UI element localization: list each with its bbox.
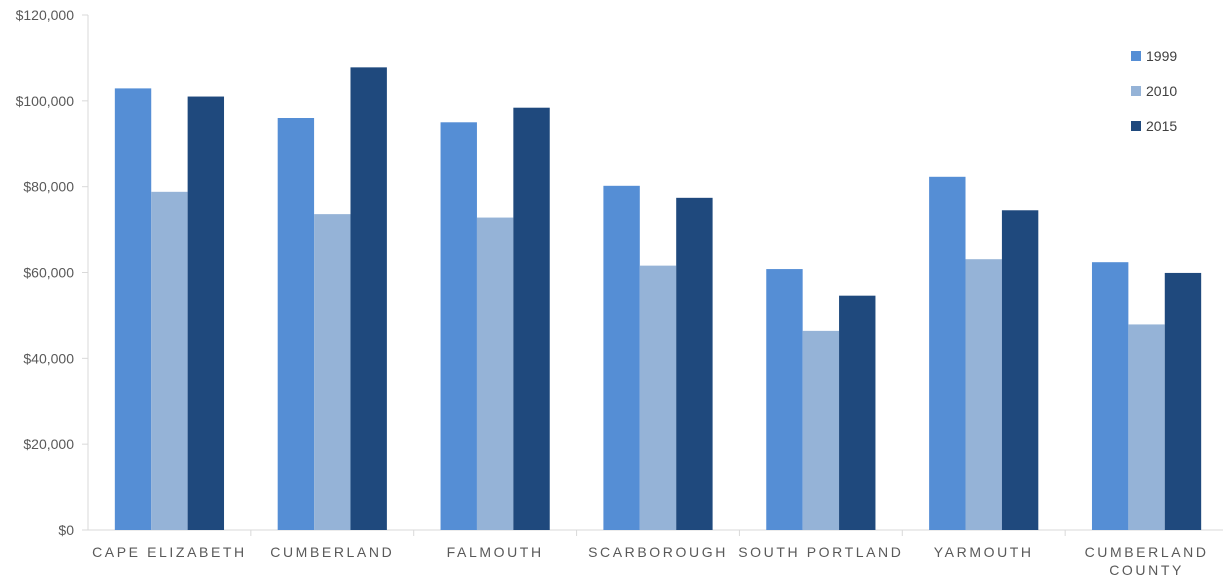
- category-label: CUMBERLAND: [270, 544, 394, 560]
- bar-2010: [476, 217, 514, 531]
- y-tick-label: $120,000: [16, 7, 75, 23]
- bar-2015: [350, 67, 387, 530]
- category-label: YARMOUTH: [934, 544, 1034, 560]
- bar-2015: [187, 96, 225, 531]
- legend-label: 1999: [1146, 48, 1177, 64]
- legend-label: 2010: [1146, 83, 1177, 99]
- bar-1999: [440, 122, 477, 531]
- bar-2015: [1164, 272, 1202, 530]
- bar-1999: [603, 185, 640, 530]
- bar-2010: [639, 265, 677, 530]
- legend-label: 2015: [1146, 118, 1177, 134]
- category-label: CUMBERLAND: [1085, 544, 1209, 560]
- bar-2010: [802, 330, 840, 530]
- bars: [114, 67, 1202, 531]
- y-tick-label: $100,000: [16, 93, 75, 109]
- legend: 1999 2010 2015: [1131, 48, 1177, 134]
- bar-2015: [1001, 210, 1039, 531]
- bar-1999: [277, 118, 315, 530]
- bar-2015: [676, 197, 713, 530]
- category-labels: CAPE ELIZABETH CUMBERLAND FALMOUTH SCARBORO…: [92, 544, 1209, 578]
- category-label: COUNTY: [1109, 562, 1184, 578]
- bar-2010: [965, 259, 1002, 530]
- y-tick-labels: $0 $20,000 $40,000 $60,000 $80,000 $100,000 $1…: [16, 7, 75, 538]
- bar-1999: [114, 88, 152, 530]
- y-tick-label: $60,000: [23, 265, 74, 281]
- bar-2010: [151, 191, 188, 531]
- bar-2010: [314, 214, 351, 530]
- y-tick-label: $0: [58, 522, 74, 538]
- category-label: FALMOUTH: [447, 544, 544, 560]
- y-tick-label: $20,000: [23, 436, 74, 452]
- legend-swatch: [1131, 51, 1141, 61]
- bar-1999: [766, 269, 803, 530]
- bar-2015: [839, 295, 876, 530]
- y-tick-label: $40,000: [23, 350, 74, 366]
- category-label: CAPE ELIZABETH: [92, 544, 247, 560]
- category-label: SCARBOROUGH: [588, 544, 728, 560]
- bar-2010: [1128, 324, 1165, 530]
- y-tick-label: $80,000: [23, 179, 74, 195]
- legend-swatch: [1131, 121, 1141, 131]
- bar-1999: [929, 176, 966, 530]
- bar-1999: [1091, 262, 1129, 530]
- bar-2015: [513, 107, 550, 530]
- category-label: SOUTH PORTLAND: [738, 544, 903, 560]
- legend-swatch: [1131, 86, 1141, 96]
